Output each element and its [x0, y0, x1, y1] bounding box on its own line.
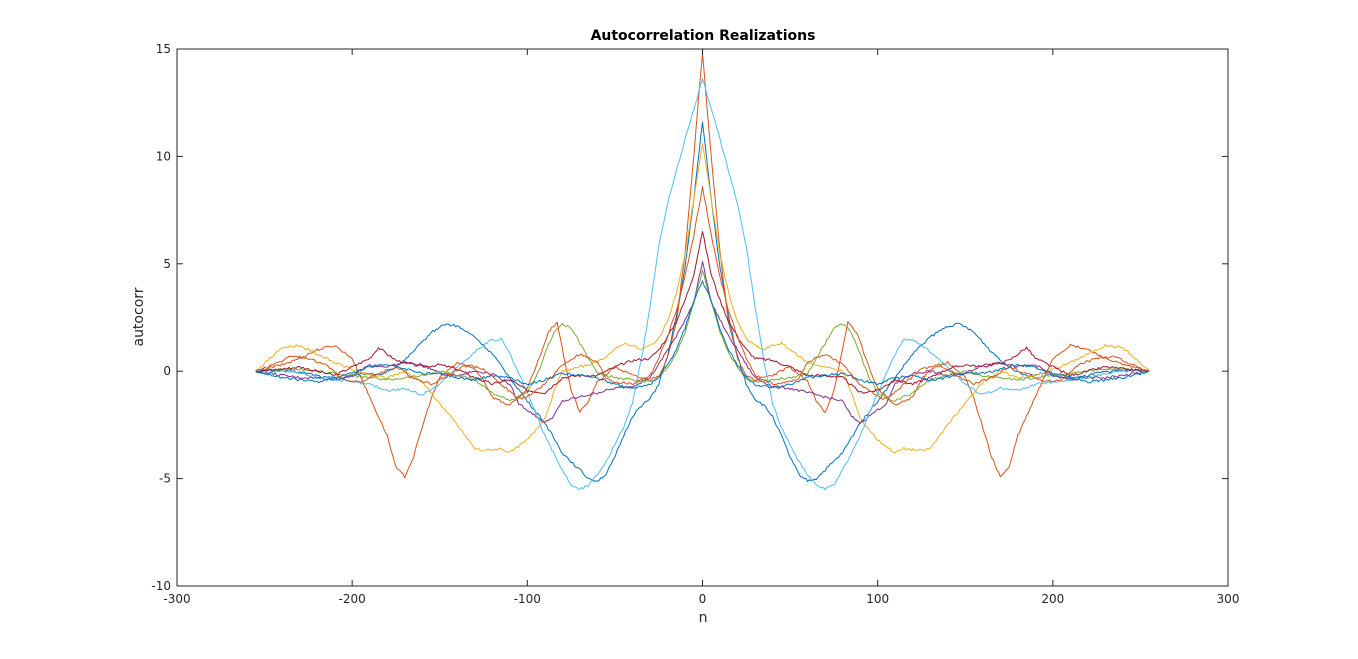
- y-tick-label: 10: [156, 149, 171, 163]
- series-line-8: [255, 280, 1150, 389]
- x-tick-label: 300: [1217, 592, 1240, 606]
- x-tick-label: -100: [514, 592, 541, 606]
- x-tick-label: 200: [1041, 592, 1064, 606]
- y-axis-label: autocorr: [131, 287, 147, 346]
- series-line-7: [255, 231, 1150, 395]
- y-tick-label: 5: [163, 257, 171, 271]
- series-line-9: [255, 185, 1150, 400]
- chart-title: Autocorrelation Realizations: [591, 28, 816, 44]
- x-tick-label: 0: [699, 592, 707, 606]
- x-tick-label: -300: [163, 592, 190, 606]
- y-tick-label: -10: [151, 579, 171, 593]
- series-line-1: [255, 121, 1150, 483]
- y-tick-label: -5: [159, 472, 171, 486]
- plot-area: [255, 52, 1150, 491]
- x-tick-label: 100: [866, 592, 889, 606]
- y-axis: -10 -5 0 5 10 15: [151, 42, 1228, 593]
- x-tick-label: -200: [339, 592, 366, 606]
- y-tick-label: 0: [163, 364, 171, 378]
- series-line-3: [255, 143, 1150, 454]
- series-line-5: [255, 269, 1150, 402]
- series-line-6: [255, 78, 1150, 491]
- x-axis-label: n: [699, 610, 708, 626]
- y-tick-label: 15: [156, 42, 171, 56]
- x-axis: -300 -200 -100 0 100 200 300: [163, 49, 1239, 606]
